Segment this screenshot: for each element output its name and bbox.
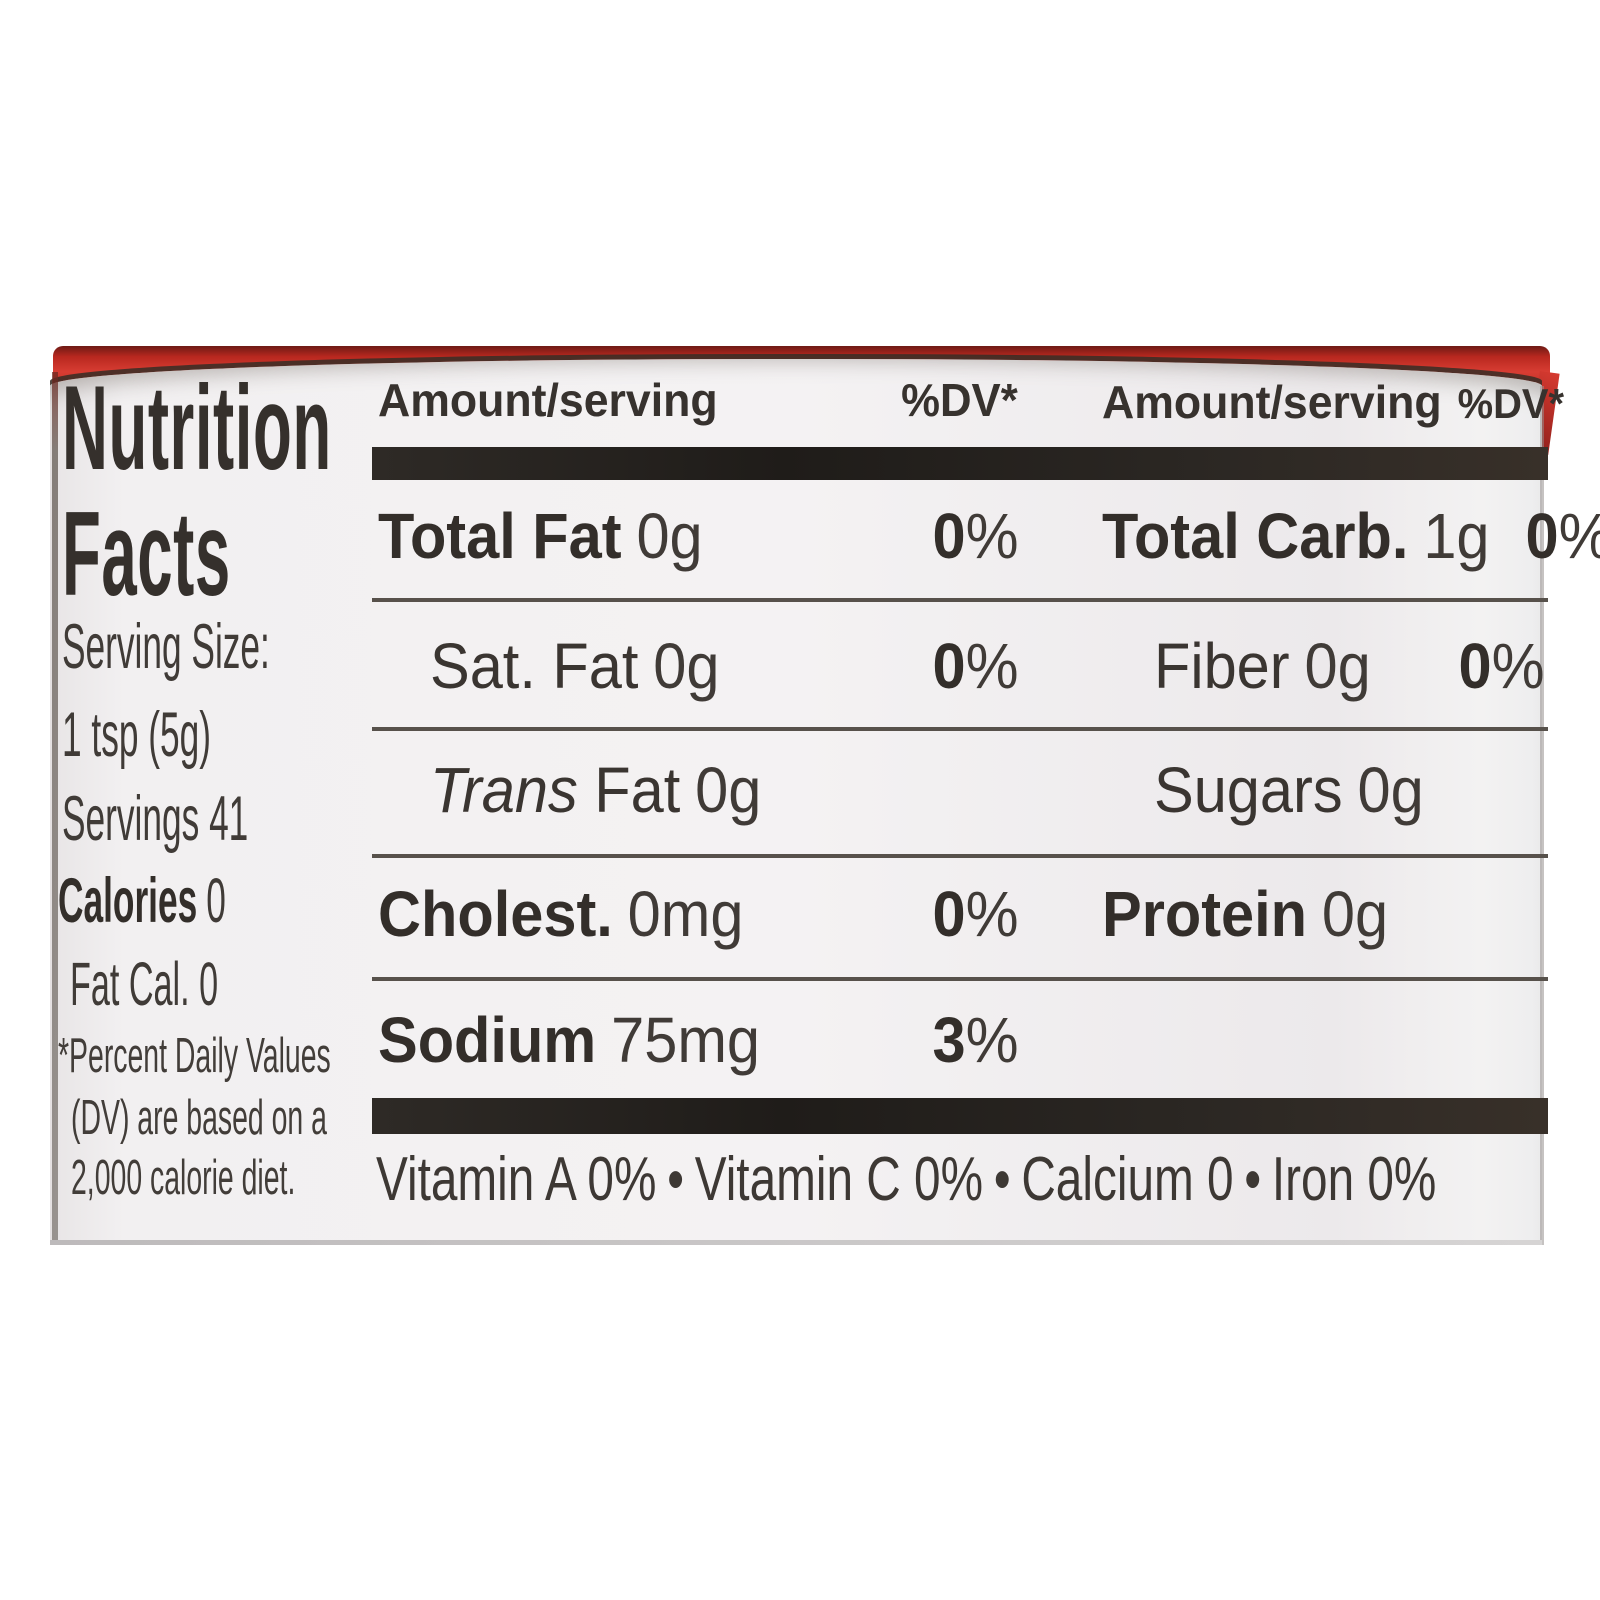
vitamin-a: Vitamin A 0% [376, 1145, 657, 1214]
header-thick-bar [372, 447, 1548, 480]
serving-size-value: 1 tsp (5g) [62, 700, 212, 770]
dv-header-mid: %DV* [901, 374, 1018, 426]
footer-thick-bar [372, 1098, 1548, 1134]
header-right: Amount/serving %DV* [1102, 376, 1564, 430]
footnote-line1: *Percent Daily Values [58, 1029, 331, 1083]
serving-size-label: Serving Size: [62, 612, 270, 682]
row-sat-fat-dv: 0% [931, 630, 1018, 702]
footnote-line3: 2,000 calorie diet. [71, 1151, 296, 1205]
vitamins-line: Vitamin A 0% • Vitamin C 0% • Calcium 0 • Iron… [376, 1145, 1437, 1214]
row-sodium-dv: 3% [931, 1004, 1018, 1076]
amount-serving-header-right: Amount/serving [1102, 376, 1442, 428]
row-fiber-dv: 0% [1457, 630, 1544, 702]
row-cholesterol-dv: 0% [931, 878, 1018, 950]
fat-calories: Fat Cal. 0 [70, 950, 219, 1018]
calories-label: Calories [58, 866, 198, 936]
nutrition-label: Nutrition Facts Serving Size: 1 tsp (5g)… [50, 346, 1600, 1245]
row-trans-fat: Trans Fat 0g [430, 754, 762, 826]
row-fiber: Fiber 0g 0% [1154, 630, 1544, 702]
calories-row: Calories 0 [58, 870, 358, 933]
row-cholesterol: Cholest. 0mg 0% [378, 878, 1018, 950]
divider-1 [372, 598, 1548, 602]
row-protein: Protein 0g [1102, 878, 1389, 950]
dv-header-right: %DV* [1457, 380, 1565, 427]
nutrition-facts-title-line2: Facts [62, 487, 231, 621]
row-total-fat: Total Fat 0g 0% [378, 500, 1018, 572]
label-bottom-edge [50, 1240, 1542, 1245]
row-sugars: Sugars 0g [1154, 754, 1424, 826]
vitamin-c: Vitamin C 0% [694, 1145, 984, 1214]
divider-3 [372, 854, 1548, 858]
row-sat-fat: Sat. Fat 0g 0% [430, 630, 1018, 702]
divider-4 [372, 977, 1548, 981]
calcium: Calcium 0 [1021, 1145, 1234, 1214]
nutrition-facts-title-line1: Nutrition [62, 361, 332, 495]
row-total-fat-dv: 0% [931, 500, 1018, 572]
amount-serving-header-mid: Amount/serving [378, 374, 718, 426]
row-total-carb: Total Carb.1g 0% [1102, 502, 1600, 570]
footnote-line2: (DV) are based on a [71, 1091, 327, 1145]
calories-value: 0 [206, 866, 226, 936]
row-sodium: Sodium 75mg 3% [378, 1004, 1018, 1076]
header-mid: Amount/serving %DV* [378, 374, 1018, 426]
label-right-edge [1540, 386, 1544, 1245]
iron: Iron 0% [1271, 1145, 1437, 1214]
servings-count: Servings 41 [62, 784, 249, 854]
label-sheet [50, 359, 1542, 1245]
divider-2 [372, 727, 1548, 731]
row-total-carb-dv: 0% [1525, 500, 1600, 572]
label-left-edge [52, 372, 58, 1245]
